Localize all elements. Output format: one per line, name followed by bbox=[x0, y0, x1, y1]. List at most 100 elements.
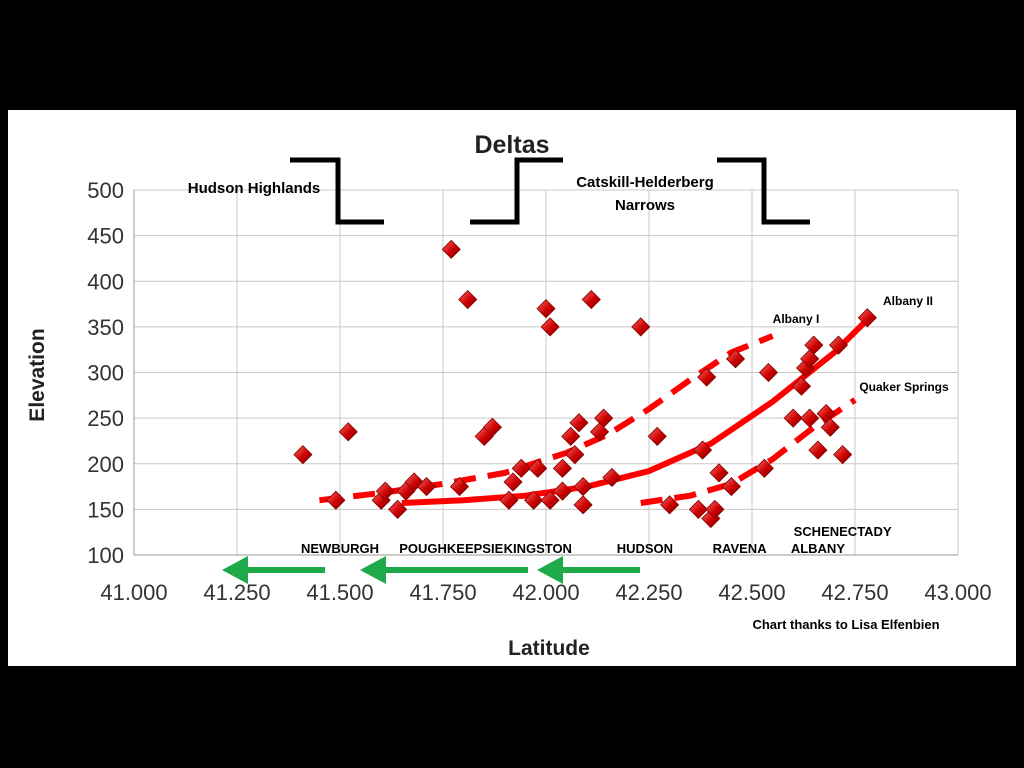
data-point bbox=[828, 335, 849, 355]
data-point bbox=[833, 445, 853, 465]
data-point bbox=[692, 440, 713, 460]
x-tick-label: 41.000 bbox=[100, 580, 167, 605]
data-point bbox=[569, 413, 589, 433]
data-point bbox=[441, 239, 461, 259]
data-point bbox=[482, 417, 503, 437]
data-point bbox=[697, 367, 717, 387]
y-axis-label: Elevation bbox=[26, 328, 49, 421]
southward-arrows bbox=[222, 556, 640, 584]
data-point bbox=[416, 476, 437, 497]
data-point bbox=[808, 440, 828, 460]
arrow-kingston bbox=[537, 556, 640, 584]
data-point bbox=[594, 408, 614, 428]
data-point bbox=[375, 481, 395, 501]
data-point bbox=[581, 289, 601, 310]
data-point bbox=[540, 317, 560, 337]
x-tick-label: 42.750 bbox=[821, 580, 888, 605]
y-tick-label: 250 bbox=[87, 406, 124, 431]
data-point bbox=[528, 458, 548, 478]
data-point bbox=[565, 445, 585, 465]
place-label-schenectady: SCHENECTADY bbox=[794, 524, 892, 539]
x-tick-label: 42.000 bbox=[512, 580, 579, 605]
place-label-albany: ALBANY bbox=[791, 541, 845, 556]
place-label-poughkeepsie: POUGHKEEPSIE bbox=[399, 541, 503, 556]
catskill-label-line1: Catskill-Helderberg bbox=[576, 174, 714, 191]
hudson-highlands-bracket bbox=[290, 157, 384, 225]
data-point bbox=[552, 458, 573, 478]
data-point bbox=[857, 308, 877, 328]
narrows-brackets bbox=[290, 157, 810, 225]
data-point bbox=[511, 458, 531, 478]
data-point bbox=[800, 408, 820, 428]
x-tick-label: 42.250 bbox=[615, 580, 682, 605]
x-tick-label: 42.500 bbox=[718, 580, 785, 605]
albany-ii-label: Albany II bbox=[883, 294, 933, 308]
data-point bbox=[754, 458, 774, 478]
y-tick-label: 450 bbox=[87, 224, 124, 249]
data-point bbox=[816, 403, 836, 424]
chart-title: Deltas bbox=[474, 131, 549, 159]
y-tick-label: 100 bbox=[87, 543, 124, 568]
catskill-right-bracket bbox=[717, 157, 810, 225]
data-point bbox=[647, 426, 667, 446]
x-tick-labels: 41.000 41.250 41.500 41.750 42.000 42.250 42.5… bbox=[100, 580, 991, 605]
data-point bbox=[540, 490, 560, 510]
data-point bbox=[631, 317, 651, 337]
data-point bbox=[705, 499, 725, 519]
chart-panel bbox=[8, 110, 1016, 666]
x-tick-label: 43.000 bbox=[924, 580, 991, 605]
data-point bbox=[338, 422, 358, 442]
y-tick-label: 300 bbox=[87, 361, 124, 386]
y-tick-label: 400 bbox=[87, 269, 124, 294]
y-tick-label: 200 bbox=[87, 452, 124, 477]
data-point bbox=[820, 417, 840, 437]
data-point bbox=[804, 335, 824, 355]
catskill-label-line2: Narrows bbox=[615, 197, 675, 214]
data-point bbox=[688, 499, 709, 519]
catskill-left-bracket bbox=[470, 157, 563, 225]
data-point bbox=[602, 467, 622, 488]
data-point bbox=[758, 362, 779, 383]
arrow-newburgh bbox=[222, 556, 325, 584]
data-point bbox=[458, 289, 478, 310]
data-point bbox=[783, 408, 803, 428]
data-point bbox=[800, 349, 820, 369]
data-point bbox=[709, 463, 729, 483]
trend-line-albany-ii bbox=[401, 317, 870, 506]
data-point bbox=[791, 376, 812, 396]
place-label-kingston: KINGSTON bbox=[504, 541, 572, 556]
data-points bbox=[293, 239, 877, 529]
data-point bbox=[388, 499, 408, 519]
data-point bbox=[326, 490, 346, 510]
data-point bbox=[503, 472, 523, 492]
data-point bbox=[725, 349, 746, 369]
data-point bbox=[573, 495, 593, 515]
x-tick-label: 41.250 bbox=[203, 580, 270, 605]
credit-label: Chart thanks to Lisa Elfenbien bbox=[752, 617, 939, 632]
place-label-ravena: RAVENA bbox=[713, 541, 768, 556]
data-point bbox=[449, 476, 470, 497]
data-point bbox=[660, 495, 680, 515]
data-point bbox=[499, 490, 519, 510]
quaker-springs-label: Quaker Springs bbox=[859, 380, 949, 394]
y-tick-label: 500 bbox=[87, 178, 124, 203]
trend-lines bbox=[319, 317, 870, 506]
grid-lines bbox=[133, 189, 959, 556]
data-point bbox=[573, 476, 593, 497]
data-point bbox=[721, 476, 741, 497]
data-point bbox=[293, 445, 313, 465]
y-tick-label: 150 bbox=[87, 497, 124, 522]
hudson-highlands-label: Hudson Highlands bbox=[188, 180, 321, 197]
data-point bbox=[536, 299, 556, 319]
arrow-poughkeepsie bbox=[360, 556, 528, 584]
data-point bbox=[524, 490, 544, 510]
x-tick-label: 41.500 bbox=[306, 580, 373, 605]
y-tick-labels: 100 150 200 250 300 350 400 450 500 bbox=[87, 178, 124, 568]
place-label-newburgh: NEWBURGH bbox=[301, 541, 379, 556]
place-labels: NEWBURGH POUGHKEEPSIE KINGSTON HUDSON RAVENA… bbox=[301, 524, 892, 556]
albany-i-label: Albany I bbox=[773, 312, 820, 326]
trend-line-quaker-springs bbox=[640, 397, 857, 506]
data-point bbox=[589, 422, 610, 442]
x-axis-label: Latitude bbox=[508, 637, 590, 660]
